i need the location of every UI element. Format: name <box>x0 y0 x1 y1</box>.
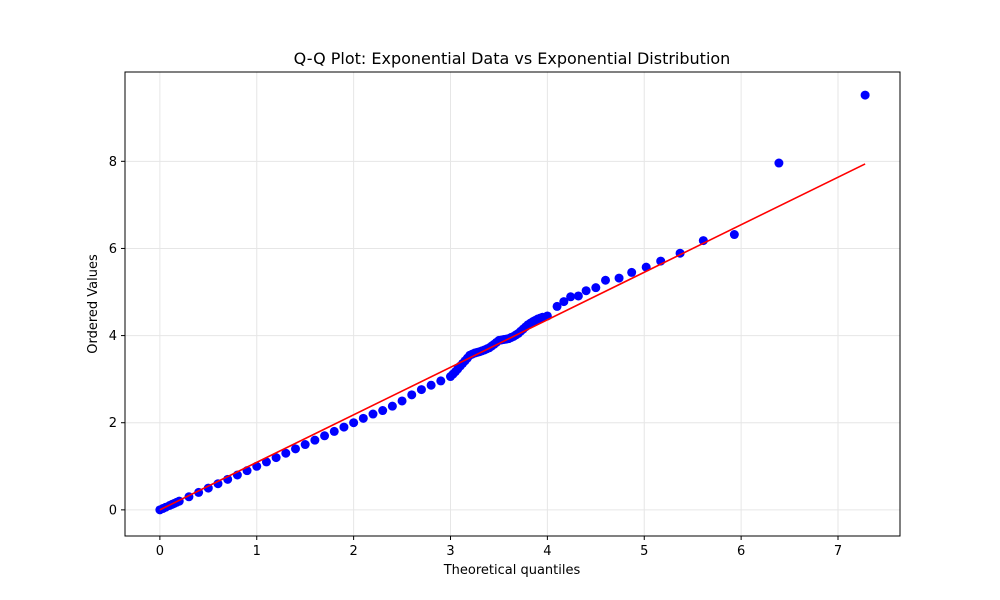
data-point <box>601 275 610 285</box>
data-point <box>552 301 562 311</box>
data-point <box>339 422 349 432</box>
data-point <box>300 440 310 450</box>
data-point <box>614 273 624 283</box>
data-point <box>358 413 368 423</box>
data-point <box>627 267 637 277</box>
reference-fit-line <box>159 163 866 511</box>
x-tick-label: 3 <box>446 544 454 559</box>
data-point <box>281 448 291 458</box>
x-axis-label: Theoretical quantiles <box>443 563 581 578</box>
data-point <box>573 291 583 301</box>
x-tick-label: 2 <box>349 544 357 559</box>
data-point <box>416 385 426 395</box>
x-tick-label: 6 <box>737 544 745 559</box>
data-point <box>213 479 223 489</box>
data-point <box>559 297 569 307</box>
data-point <box>566 292 576 302</box>
data-point <box>310 435 320 445</box>
data-point <box>774 158 784 168</box>
x-tick-label: 5 <box>640 544 648 559</box>
data-point <box>387 401 397 411</box>
data-point <box>860 90 870 100</box>
data-point <box>426 380 436 390</box>
data-point <box>271 453 281 463</box>
x-tick-label: 0 <box>156 544 164 559</box>
y-tick-label: 2 <box>109 416 117 431</box>
y-tick-label: 6 <box>109 242 117 257</box>
data-point <box>378 406 388 416</box>
y-tick-label: 4 <box>109 329 117 344</box>
data-point <box>591 283 601 293</box>
data-point <box>581 286 591 296</box>
data-point <box>349 418 359 428</box>
data-point <box>291 444 300 454</box>
data-point <box>729 230 739 240</box>
fit-line-group <box>159 163 866 511</box>
y-axis-label: Ordered Values <box>86 254 101 354</box>
x-tick-label: 7 <box>834 544 842 559</box>
data-point <box>397 396 407 406</box>
plot-area-frame <box>124 71 901 537</box>
y-tick-label: 0 <box>109 503 117 518</box>
data-point <box>368 409 378 419</box>
data-point <box>535 313 545 323</box>
y-tick-label: 8 <box>109 155 117 170</box>
chart-title: Q-Q Plot: Exponential Data vs Exponentia… <box>294 49 731 68</box>
axis-ticks: 0 1 2 3 4 5 6 7 0 2 4 6 8 <box>109 155 842 559</box>
x-tick-label: 4 <box>543 544 551 559</box>
data-point <box>261 457 271 467</box>
x-tick-label: 1 <box>253 544 261 559</box>
data-point <box>407 390 417 400</box>
data-point <box>436 376 446 386</box>
data-point <box>320 431 330 441</box>
data-point <box>329 426 339 436</box>
